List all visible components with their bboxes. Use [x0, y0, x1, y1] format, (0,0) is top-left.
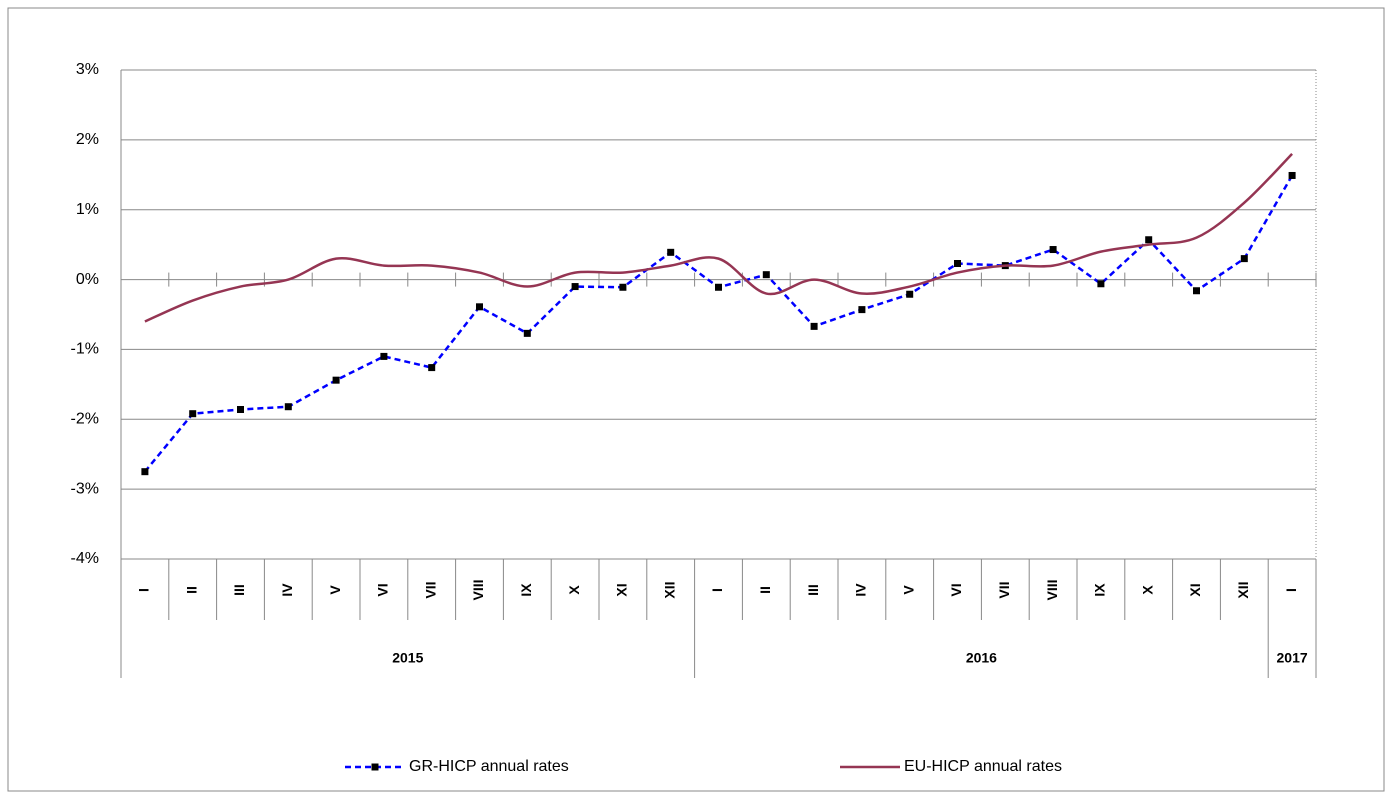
x-tick-label: XI — [1187, 583, 1203, 596]
point-marker — [954, 260, 961, 268]
point-marker — [476, 303, 483, 311]
point-marker — [428, 364, 436, 372]
point-marker — [332, 376, 340, 384]
x-tick-label: VIII — [1044, 579, 1060, 600]
point-marker — [1240, 255, 1248, 263]
point-marker — [380, 352, 388, 360]
y-tick-label: 2% — [76, 131, 99, 148]
point-marker — [1145, 236, 1153, 244]
y-tick-label: 3% — [76, 61, 99, 78]
y-tick-label: 0% — [76, 271, 99, 288]
point-marker — [906, 290, 914, 298]
point-marker — [523, 329, 531, 337]
legend-marker — [371, 763, 379, 771]
x-tick-label: IX — [518, 583, 534, 597]
point-marker — [237, 406, 244, 414]
legend-label: EU-HICP annual rates — [904, 758, 1062, 775]
series-line — [144, 152, 1293, 323]
point-marker — [189, 410, 197, 418]
x-tick-label: III — [231, 584, 247, 596]
x-tick-label: I — [709, 588, 725, 592]
x-tick-label: X — [1139, 585, 1155, 595]
group-label: 2016 — [966, 650, 997, 666]
point-marker — [1193, 287, 1200, 295]
y-tick-label: -1% — [71, 341, 99, 358]
group-label: 2017 — [1277, 650, 1308, 666]
legend-label: GR-HICP annual rates — [409, 758, 569, 775]
x-tick-label: II — [757, 586, 773, 594]
y-tick-label: -3% — [71, 480, 99, 497]
point-marker — [284, 403, 292, 411]
x-tick-label: IV — [279, 583, 295, 597]
point-marker — [810, 322, 818, 330]
y-tick-label: 1% — [76, 201, 99, 218]
point-marker — [1097, 280, 1105, 288]
chart-border — [7, 7, 1385, 792]
group-label: 2015 — [392, 650, 423, 666]
x-tick-label: XI — [614, 583, 630, 596]
x-tick-label: II — [183, 586, 199, 594]
x-tick-label: V — [327, 585, 343, 595]
x-tick-label: XII — [661, 581, 677, 598]
point-marker — [141, 468, 149, 476]
x-tick-label: VI — [375, 583, 391, 596]
x-tick-label: VIII — [470, 579, 486, 600]
point-marker — [858, 306, 866, 314]
x-tick-label: VII — [996, 581, 1012, 598]
x-tick-label: XII — [1235, 581, 1251, 598]
x-tick-label: I — [1283, 588, 1299, 592]
x-tick-label: X — [566, 585, 582, 595]
point-marker — [1288, 171, 1296, 179]
x-tick-label: V — [900, 585, 916, 595]
point-marker — [571, 283, 579, 291]
point-marker — [619, 283, 627, 291]
x-tick-label: IX — [1092, 583, 1108, 597]
x-tick-label: I — [136, 588, 152, 592]
y-tick-label: -2% — [71, 411, 99, 428]
x-tick-label: III — [805, 584, 821, 596]
point-marker — [667, 248, 675, 256]
point-marker — [762, 271, 770, 279]
x-tick-label: VII — [422, 581, 438, 598]
point-marker — [1049, 246, 1057, 254]
y-tick-label: -4% — [71, 550, 99, 567]
x-tick-label: IV — [853, 583, 869, 597]
point-marker — [715, 283, 722, 291]
x-tick-label: VI — [948, 583, 964, 596]
